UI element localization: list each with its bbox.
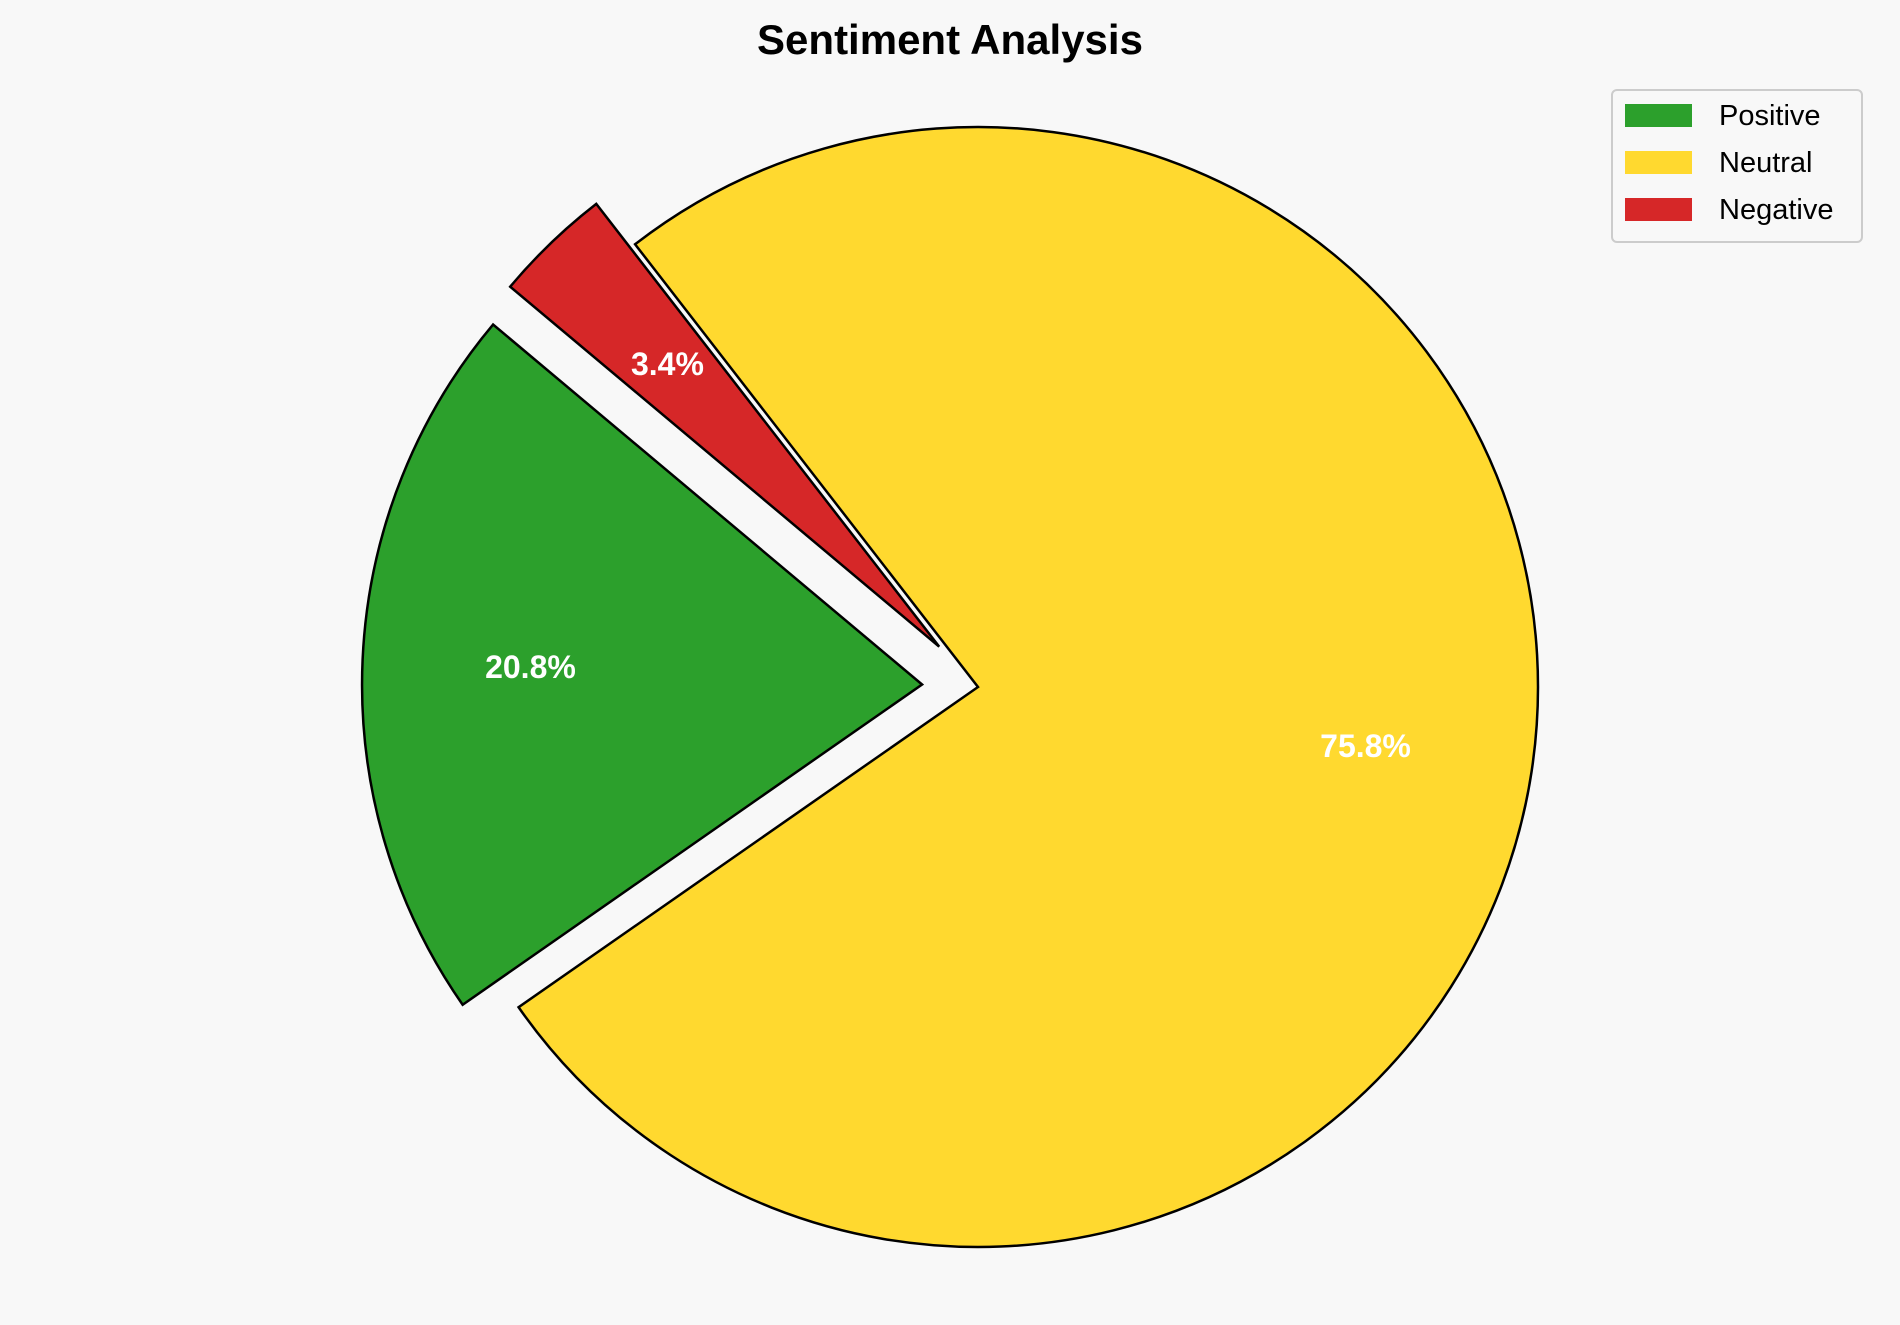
pie-slices xyxy=(360,125,1540,1249)
pie-labels: 20.8% 75.8% 3.4% xyxy=(485,346,1411,764)
legend-swatch-negative xyxy=(1625,198,1692,221)
pie-label-neutral: 75.8% xyxy=(1320,728,1411,764)
legend: Positive Neutral Negative xyxy=(1611,89,1863,243)
pie-slice-neutral xyxy=(516,125,1540,1249)
pie-label-negative: 3.4% xyxy=(631,346,704,382)
legend-label-positive: Positive xyxy=(1719,100,1821,132)
legend-swatch-neutral xyxy=(1625,151,1692,174)
pie-slice-positive xyxy=(360,322,925,1007)
chart-title: Sentiment Analysis xyxy=(757,16,1143,63)
legend-swatch-positive xyxy=(1625,104,1692,127)
legend-label-neutral: Neutral xyxy=(1719,147,1813,179)
pie-slice-negative xyxy=(508,202,941,648)
pie-label-positive: 20.8% xyxy=(485,649,576,685)
legend-label-negative: Negative xyxy=(1719,194,1833,226)
